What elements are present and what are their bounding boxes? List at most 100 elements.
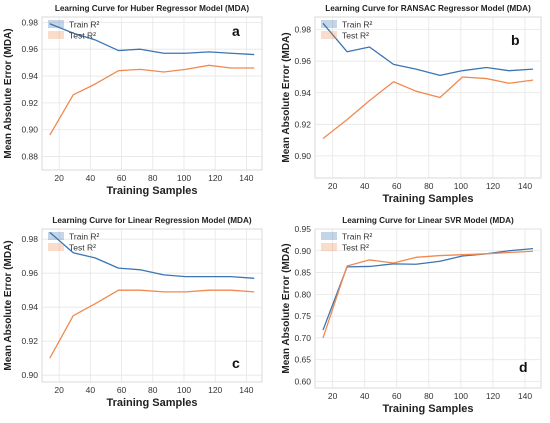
x-tick-label: 140 bbox=[518, 181, 532, 191]
legend-label-test: Test R² bbox=[69, 31, 96, 41]
plot-area bbox=[314, 228, 542, 389]
panel-label: b bbox=[511, 32, 520, 48]
x-tick-label: 120 bbox=[208, 385, 222, 395]
x-tick-label: 80 bbox=[424, 391, 434, 401]
y-tick-label: 0.90 bbox=[21, 370, 38, 380]
chart-title: Learning Curve for Linear Regression Mod… bbox=[52, 216, 252, 225]
x-tick-label: 120 bbox=[486, 391, 500, 401]
chart-panel-c: 0.90 0.92 0.94 0.96 0.98 20 40 60 80 100 120 140 Tra… bbox=[3, 216, 263, 409]
y-tick-label: 0.94 bbox=[21, 302, 38, 312]
y-tick-label: 0.92 bbox=[21, 336, 38, 346]
x-axis-label: Training Samples bbox=[382, 193, 473, 205]
y-tick-label: 0.94 bbox=[21, 71, 38, 81]
chart-panel-b: 0.90 0.92 0.94 0.96 0.98 20 40 60 80 100 120 140 Tra… bbox=[281, 4, 542, 205]
x-tick-label: 60 bbox=[117, 385, 127, 395]
x-tick-label: 20 bbox=[328, 181, 338, 191]
legend-label-train: Train R² bbox=[342, 232, 373, 242]
series-line-train bbox=[49, 23, 255, 56]
legend-label-test: Test R² bbox=[342, 243, 369, 253]
legend-swatch-test bbox=[48, 31, 64, 39]
chart-title: Learning Curve for Huber Regressor Model… bbox=[55, 4, 250, 13]
x-tick-label: 60 bbox=[392, 181, 402, 191]
y-tick-label: 0.88 bbox=[21, 152, 38, 162]
x-tick-label: 40 bbox=[360, 181, 370, 191]
legend-label-train: Train R² bbox=[69, 232, 100, 242]
legend-swatch-train bbox=[321, 232, 337, 240]
legend-swatch-test bbox=[48, 243, 64, 251]
series-line-test bbox=[49, 64, 255, 136]
series-line-test bbox=[322, 250, 534, 339]
legend-label-train: Train R² bbox=[69, 20, 100, 30]
x-tick-label: 80 bbox=[424, 181, 434, 191]
x-tick-label: 80 bbox=[148, 173, 158, 183]
x-tick-label: 20 bbox=[54, 385, 64, 395]
legend-swatch-train bbox=[48, 232, 64, 240]
legend-label-train: Train R² bbox=[342, 20, 373, 30]
y-tick-label: 0.95 bbox=[294, 224, 311, 234]
plot-area bbox=[314, 16, 542, 179]
y-tick-label: 0.98 bbox=[21, 17, 38, 27]
y-tick-label: 0.90 bbox=[294, 246, 311, 256]
y-tick-label: 0.90 bbox=[21, 125, 38, 135]
y-axis-label: Mean Absolute Error (MDA) bbox=[3, 28, 14, 158]
series-line-train bbox=[322, 22, 534, 77]
legend-label-test: Test R² bbox=[69, 243, 96, 253]
panel-label: a bbox=[232, 23, 240, 39]
chart-title: Learning Curve for RANSAC Regressor Mode… bbox=[325, 4, 531, 13]
series-line-train bbox=[322, 247, 534, 331]
plot-area bbox=[41, 16, 263, 171]
legend-label-test: Test R² bbox=[342, 31, 369, 41]
y-tick-label: 0.96 bbox=[294, 56, 311, 66]
x-tick-label: 100 bbox=[454, 181, 468, 191]
legend-swatch-test bbox=[321, 31, 337, 39]
x-tick-label: 120 bbox=[208, 173, 222, 183]
y-tick-label: 0.80 bbox=[294, 289, 311, 299]
y-axis-label: Mean Absolute Error (MDA) bbox=[281, 243, 292, 373]
y-tick-label: 0.98 bbox=[294, 25, 311, 35]
y-axis-label: Mean Absolute Error (MDA) bbox=[281, 32, 292, 162]
x-axis-label: Training Samples bbox=[382, 403, 473, 415]
x-tick-label: 140 bbox=[239, 385, 253, 395]
y-tick-label: 0.65 bbox=[294, 355, 311, 365]
legend-swatch-test bbox=[321, 243, 337, 251]
y-tick-label: 0.70 bbox=[294, 333, 311, 343]
x-tick-label: 40 bbox=[360, 391, 370, 401]
x-tick-label: 20 bbox=[328, 391, 338, 401]
legend-swatch-train bbox=[48, 20, 64, 28]
x-axis-label: Training Samples bbox=[106, 185, 197, 197]
x-tick-label: 140 bbox=[518, 391, 532, 401]
x-tick-label: 20 bbox=[54, 173, 64, 183]
x-tick-label: 40 bbox=[86, 385, 96, 395]
panel-label: d bbox=[519, 359, 528, 375]
x-axis-label: Training Samples bbox=[106, 397, 197, 409]
y-tick-label: 0.92 bbox=[21, 98, 38, 108]
y-tick-label: 0.94 bbox=[294, 88, 311, 98]
y-tick-label: 0.96 bbox=[21, 44, 38, 54]
chart-panel-d: 0.60 0.65 0.70 0.75 0.80 0.85 0.90 0.95 20 40 60 80… bbox=[281, 216, 542, 415]
chart-panel-a: 0.88 0.90 0.92 0.94 0.96 0.98 20 40 60 80 100 120 14… bbox=[3, 4, 263, 197]
series-line-test bbox=[49, 289, 255, 359]
x-tick-label: 60 bbox=[117, 173, 127, 183]
x-tick-label: 100 bbox=[454, 391, 468, 401]
chart-title: Learning Curve for Linear SVR Model (MDA… bbox=[342, 216, 514, 225]
x-tick-label: 100 bbox=[177, 173, 191, 183]
y-tick-label: 0.92 bbox=[294, 119, 311, 129]
y-tick-label: 0.75 bbox=[294, 311, 311, 321]
x-tick-label: 60 bbox=[392, 391, 402, 401]
panel-label: c bbox=[232, 355, 240, 371]
x-tick-label: 120 bbox=[486, 181, 500, 191]
y-axis-label: Mean Absolute Error (MDA) bbox=[3, 240, 14, 370]
y-tick-label: 0.85 bbox=[294, 268, 311, 278]
x-tick-label: 80 bbox=[148, 385, 158, 395]
legend-swatch-train bbox=[321, 20, 337, 28]
x-tick-label: 100 bbox=[177, 385, 191, 395]
series-line-train bbox=[49, 231, 255, 279]
y-tick-label: 0.90 bbox=[294, 151, 311, 161]
y-tick-label: 0.96 bbox=[21, 268, 38, 278]
x-tick-label: 140 bbox=[239, 173, 253, 183]
